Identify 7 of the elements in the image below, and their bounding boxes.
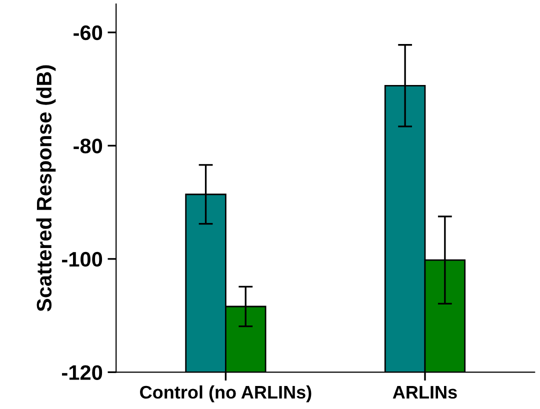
y-tick-label: -80	[74, 138, 102, 154]
x-tick-label: ARLINs	[392, 386, 457, 399]
y-axis-title: Scattered Response (dB)	[36, 65, 56, 312]
x-tick-label: Control (no ARLINs)	[140, 385, 312, 402]
y-tick-label: -120	[62, 365, 102, 380]
y-tick-label: -60	[74, 25, 102, 40]
y-tick-label: -100	[62, 252, 102, 267]
